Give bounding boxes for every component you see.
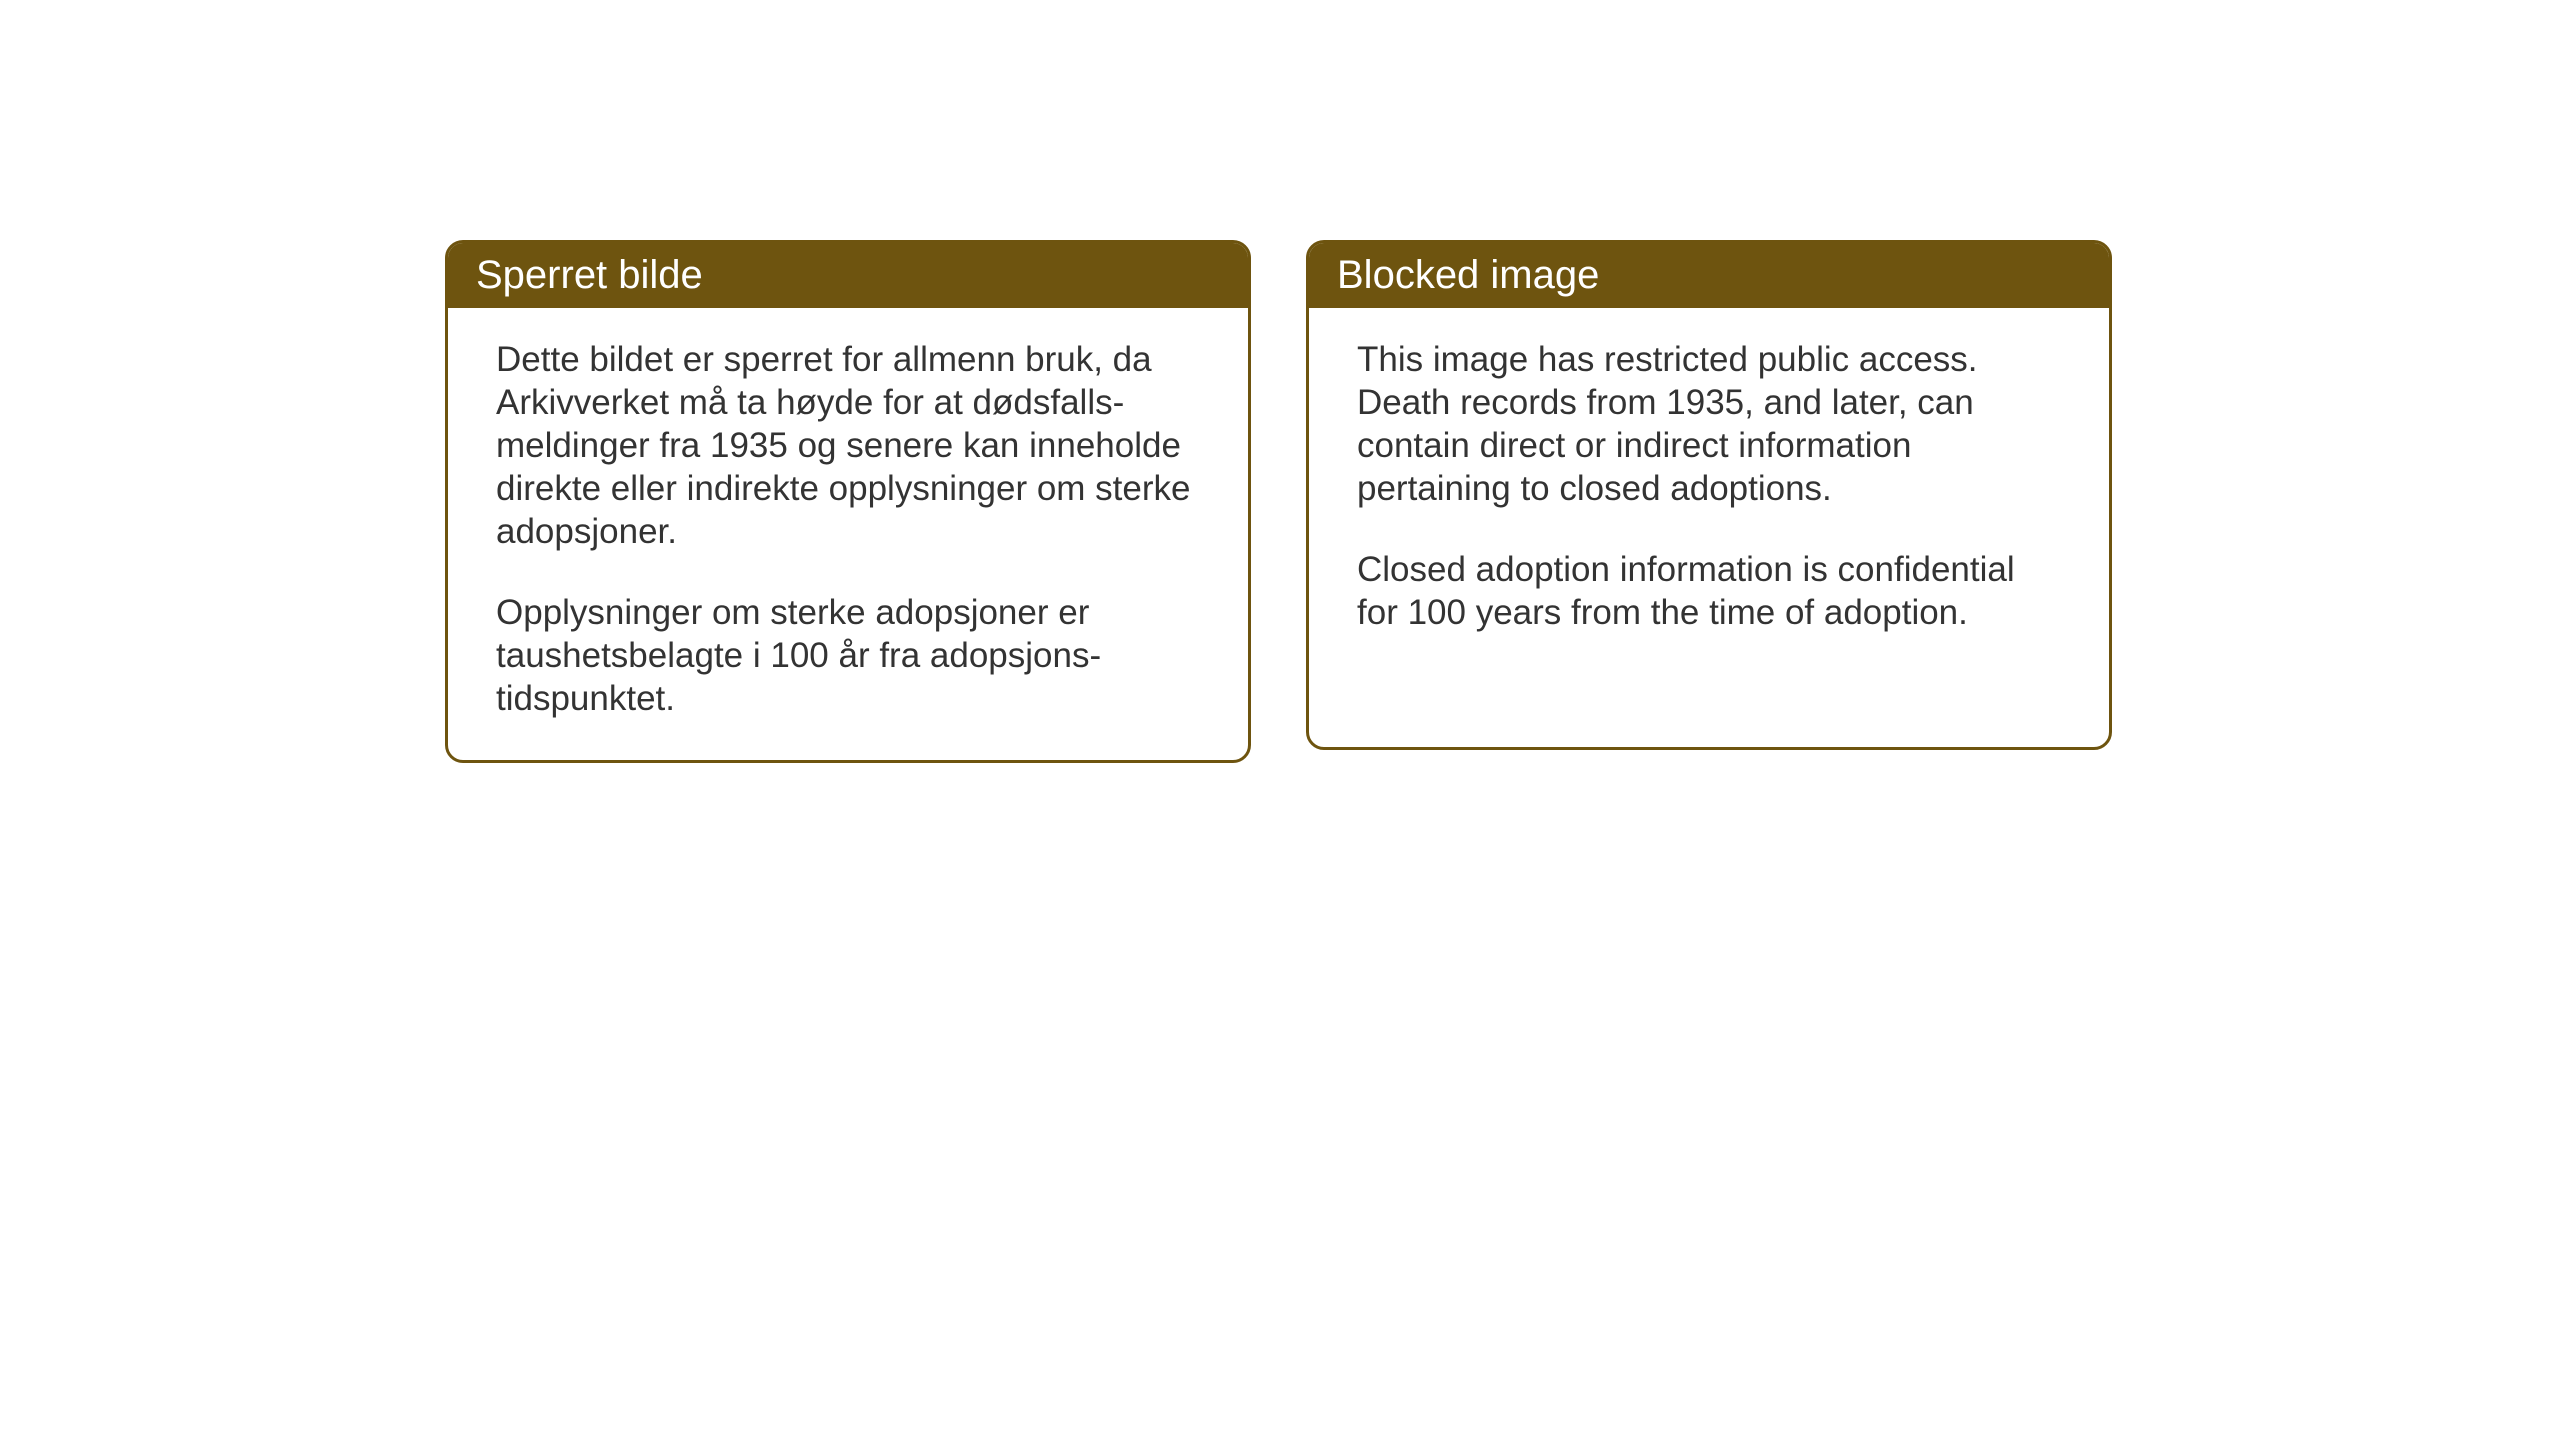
notice-container: Sperret bilde Dette bildet er sperret fo… xyxy=(445,240,2112,763)
notice-body-norwegian: Dette bildet er sperret for allmenn bruk… xyxy=(448,308,1248,760)
notice-body-english: This image has restricted public access.… xyxy=(1309,308,2109,674)
notice-header-english: Blocked image xyxy=(1309,243,2109,308)
notice-card-norwegian: Sperret bilde Dette bildet er sperret fo… xyxy=(445,240,1251,763)
notice-paragraph-2-norwegian: Opplysninger om sterke adopsjoner er tau… xyxy=(496,591,1200,720)
notice-header-norwegian: Sperret bilde xyxy=(448,243,1248,308)
notice-paragraph-1-english: This image has restricted public access.… xyxy=(1357,338,2061,510)
notice-card-english: Blocked image This image has restricted … xyxy=(1306,240,2112,750)
notice-paragraph-2-english: Closed adoption information is confident… xyxy=(1357,548,2061,634)
notice-paragraph-1-norwegian: Dette bildet er sperret for allmenn bruk… xyxy=(496,338,1200,553)
